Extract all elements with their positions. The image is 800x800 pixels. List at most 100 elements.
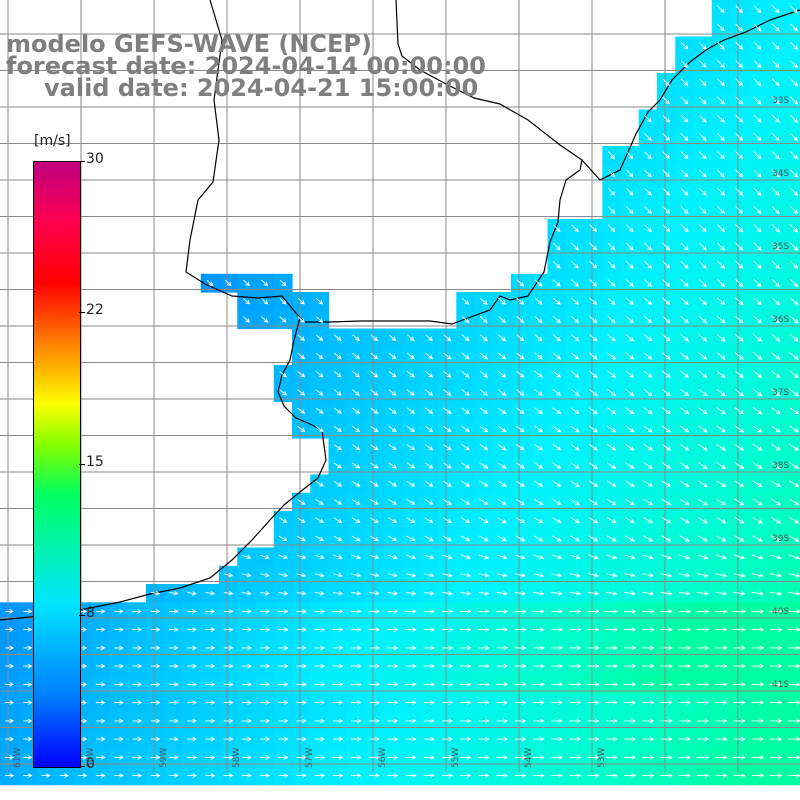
wind-arrow (260, 645, 271, 651)
wind-arrow (205, 773, 216, 778)
wind-arrow (753, 96, 762, 105)
wind-arrow (297, 389, 306, 396)
wind-arrow (297, 334, 306, 341)
wind-arrow (332, 682, 344, 687)
wind-arrow (643, 388, 653, 397)
wind-arrow (187, 736, 198, 742)
wind-arrow (733, 554, 746, 560)
wind-arrow (661, 407, 672, 415)
wind-arrow (423, 663, 435, 669)
wind-arrow (642, 591, 655, 596)
wind-arrow (260, 554, 270, 560)
wind-arrow (369, 535, 379, 542)
wind-arrow (96, 700, 106, 705)
wind-arrow (643, 334, 653, 342)
wind-arrow (96, 718, 106, 724)
wind-arrow (698, 114, 707, 123)
wind-arrow (569, 682, 582, 687)
wind-arrow (753, 41, 762, 50)
wind-arrow (715, 573, 728, 578)
wind-arrow (205, 627, 216, 632)
wind-arrow (442, 554, 453, 560)
wind-arrow (479, 462, 489, 469)
wind-arrow (770, 516, 782, 524)
wind-arrow (734, 388, 745, 397)
wind-arrow (771, 352, 781, 360)
wind-arrow (753, 242, 762, 251)
wind-cell (784, 328, 800, 348)
wind-arrow (716, 498, 727, 506)
wind-arrow (587, 755, 600, 760)
wind-arrow (698, 388, 708, 397)
wind-arrow (424, 389, 434, 396)
wind-arrow (680, 96, 689, 105)
wind-cell (784, 383, 800, 403)
wind-arrow (315, 371, 324, 378)
wind-arrow (369, 499, 379, 505)
wind-arrow (698, 169, 707, 178)
wind-arrow (296, 591, 307, 596)
wind-arrow (114, 718, 124, 724)
wind-arrow (734, 443, 745, 451)
wind-arrow (678, 718, 691, 724)
wind-arrow (770, 480, 781, 488)
wind-cell (784, 365, 800, 384)
wind-arrow (733, 627, 746, 632)
wind-arrow (442, 627, 454, 632)
wind-arrow (314, 627, 326, 632)
wind-arrow (406, 499, 416, 505)
wind-arrow (698, 333, 708, 342)
wind-arrow (733, 573, 746, 578)
wind-arrow (59, 773, 70, 778)
wind-arrow (662, 315, 671, 324)
wind-arrow (753, 60, 762, 68)
wind-arrow (461, 352, 470, 360)
wind-arrow (496, 718, 509, 724)
wind-cell (784, 529, 800, 549)
colorbar-tick-label: 30 (86, 151, 104, 167)
wind-arrow (388, 352, 397, 360)
wind-arrow (552, 443, 562, 451)
wind-arrow (752, 370, 763, 378)
wind-arrow (624, 627, 637, 632)
wind-arrow (606, 700, 618, 705)
wind-arrow (788, 554, 800, 560)
wind-arrow (680, 169, 689, 178)
wind-arrow (534, 297, 543, 305)
wind-arrow (570, 389, 580, 396)
wind-arrow (370, 407, 379, 414)
wind-arrow (735, 169, 744, 178)
wind-arrow (405, 736, 417, 742)
wind-arrow (497, 370, 507, 378)
wind-arrow (789, 333, 799, 342)
wind-arrow (733, 591, 746, 596)
wind-arrow (533, 755, 545, 760)
wind-arrow (442, 609, 454, 614)
wind-arrow (460, 736, 472, 742)
wind-arrow (461, 370, 470, 378)
wind-arrow (278, 535, 288, 542)
wind-arrow (679, 407, 690, 415)
wind-arrow (443, 370, 452, 378)
wind-arrow (460, 609, 472, 614)
wind-arrow (607, 370, 617, 378)
wind-arrow (697, 573, 709, 578)
wind-arrow (697, 517, 708, 524)
wind-arrow (587, 700, 600, 705)
wind-arrow (552, 315, 561, 324)
wind-arrow (516, 334, 525, 342)
wind-arrow (223, 645, 234, 651)
wind-arrow (132, 645, 143, 651)
wind-arrow (351, 627, 362, 632)
wind-arrow (678, 609, 692, 614)
wind-arrow (241, 718, 252, 724)
wind-arrow (150, 682, 161, 687)
wind-arrow (223, 572, 234, 578)
wind-cell (784, 438, 800, 457)
wind-arrow (278, 554, 288, 560)
wind-arrow (771, 224, 780, 233)
wind-arrow (259, 682, 271, 687)
wind-arrow (680, 297, 689, 306)
wind-arrow (423, 736, 435, 742)
wind-arrow (297, 407, 306, 414)
